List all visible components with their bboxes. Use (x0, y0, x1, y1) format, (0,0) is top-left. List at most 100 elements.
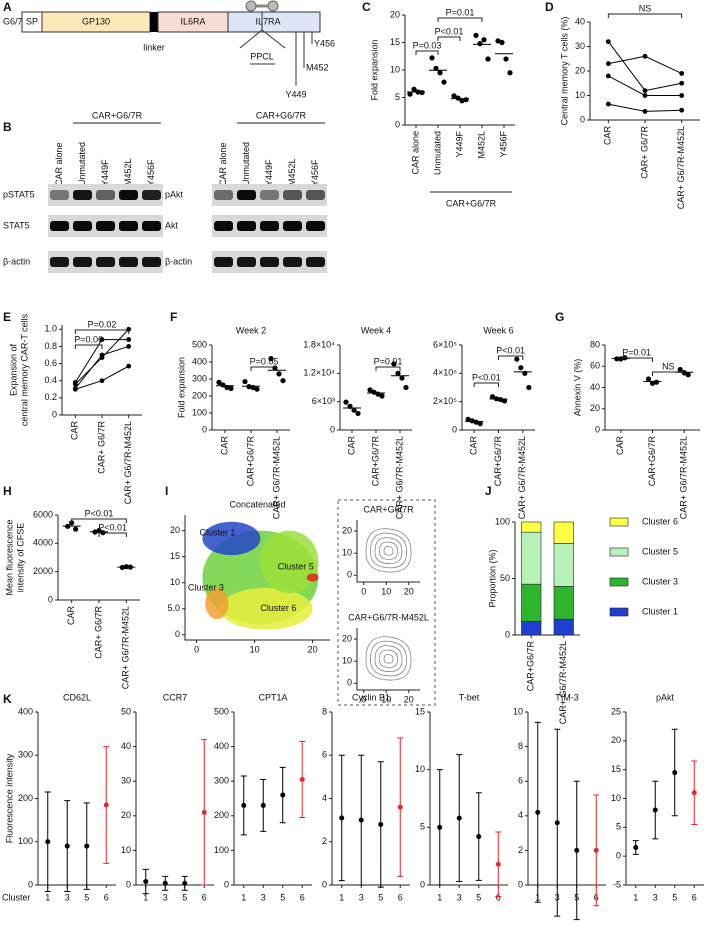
y-tick-label: 10 (390, 64, 400, 74)
data-point (391, 361, 397, 367)
x-tick-label: 3 (163, 892, 168, 902)
x-tick-label: 0 (361, 586, 366, 596)
significance-bracket (620, 357, 653, 362)
blot-band (73, 190, 92, 200)
y-tick-label: 1.0 (44, 324, 57, 334)
data-point (437, 70, 443, 76)
data-point (399, 375, 405, 381)
x-tick-label: 5 (378, 892, 383, 902)
x-tick-label: CAR+ G6/7R-M452L (679, 436, 689, 519)
x-tick-label: CAR+ G6/7R (93, 606, 103, 659)
bar-segment (553, 586, 574, 620)
blot-band (237, 190, 256, 200)
domain-label: GP130 (82, 16, 110, 26)
x-tick-label: 10 (381, 694, 391, 704)
significance-label: P=0.05 (250, 356, 279, 366)
x-tick-label: CAR+G6/7R (493, 436, 503, 487)
data-point (441, 79, 447, 85)
panel-label: E (3, 310, 11, 324)
y-axis-label: Mean fluorescence (4, 519, 14, 595)
y-tick-label: 20 (170, 525, 180, 535)
x-tick-label: CAR+ G6/7R (639, 126, 649, 179)
y-axis-label: Annexin V (%) (572, 359, 582, 417)
site-label: Y456 (314, 38, 335, 48)
chart-title: CPT1A (258, 692, 287, 702)
x-tick-label: 5 (84, 892, 89, 902)
data-point (481, 37, 487, 43)
lane-label: Y449F (100, 159, 110, 186)
x-tick-label: 0 (361, 694, 366, 704)
y-tick-label: 10 (342, 656, 352, 666)
panel-label: F (170, 310, 177, 324)
data-point (254, 386, 260, 392)
panel-label: K (3, 692, 12, 706)
data-point (268, 356, 274, 362)
significance-bracket (498, 355, 524, 360)
site-label: Y449 (285, 89, 306, 99)
y-tick-label: 40 (121, 741, 131, 751)
y-tick-label: 0.6 (44, 358, 57, 368)
bar-segment (521, 531, 542, 585)
y-tick-label: 400 (192, 356, 207, 366)
row-label: STAT5 (3, 220, 30, 230)
row-label: pSTAT5 (3, 189, 35, 199)
significance-label: P=0.02 (88, 319, 117, 329)
domain-box (227, 11, 321, 33)
y-tick-label: 20 (342, 633, 352, 643)
x-tick-label: 20 (404, 694, 414, 704)
data-point (485, 56, 491, 62)
data-point (605, 101, 611, 107)
panel-label: C (362, 0, 371, 14)
contour-line (383, 546, 394, 556)
x-tick-label: 6 (300, 892, 305, 902)
y-tick-label: 0.8 (44, 341, 57, 351)
cluster-label: Cluster 3 (188, 582, 224, 592)
y-tick-label: 0 (52, 409, 57, 419)
data-point (473, 32, 479, 38)
lane-label: Y449F (264, 159, 274, 186)
x-tick-label: 3 (65, 892, 70, 902)
y-tick-label: 0 (595, 424, 600, 434)
panel-label: H (3, 484, 12, 498)
y-tick-label: 0 (322, 879, 327, 889)
blot-band (73, 257, 92, 267)
data-point (378, 821, 384, 827)
data-point (672, 770, 678, 776)
y-tick-label: 6×10⁵ (433, 339, 457, 349)
contour-line (365, 636, 412, 681)
x-tick-label: 1 (45, 892, 50, 902)
y-tick-label: 8 (322, 706, 327, 716)
paired-line (608, 55, 682, 74)
significance-bracket (250, 366, 278, 371)
data-point (64, 843, 70, 849)
y-tick-label: 15 (170, 551, 180, 561)
significance-label: NS (662, 361, 675, 371)
significance-label: P=0.01 (446, 7, 475, 17)
y-tick-label: 20 (590, 403, 600, 413)
data-point (459, 98, 465, 104)
y-tick-label: 300 (214, 776, 229, 786)
y-tick-label: 2×10⁵ (433, 396, 457, 406)
data-point (685, 372, 691, 378)
significance-bracket (607, 13, 683, 18)
blot-band (96, 190, 115, 200)
blot-band (119, 257, 138, 267)
y-tick-label: 20 (342, 525, 352, 535)
data-point (343, 399, 349, 405)
y-tick-label: 0.4 (44, 375, 57, 385)
legend-swatch (609, 517, 629, 527)
x-tick-label: 1 (633, 892, 638, 902)
dimer-icon (245, 0, 257, 12)
blot-band (283, 190, 302, 200)
data-point (280, 378, 286, 384)
y-tick-label: 500 (192, 339, 207, 349)
lane-label: CAR alone (54, 142, 64, 186)
y-tick-label: 0 (580, 114, 585, 124)
significance-label: P<0.01 (435, 26, 464, 36)
chart-title: TIM-3 (555, 692, 579, 702)
data-point (495, 861, 501, 867)
data-point (45, 839, 51, 845)
x-tick-label: 1 (143, 892, 148, 902)
y-tick-label: 10 (415, 764, 425, 774)
x-tick-label: CAR+ G6/7R (96, 421, 106, 474)
